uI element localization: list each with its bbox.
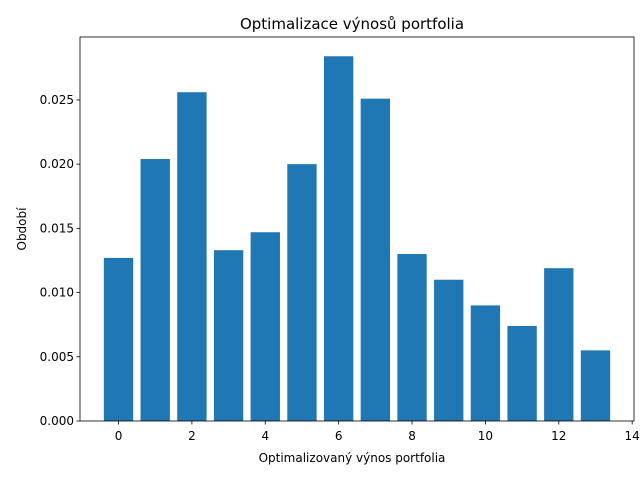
- bar-7: [360, 98, 391, 422]
- x-tick-label: 12: [551, 429, 566, 443]
- bar-10: [470, 305, 501, 421]
- y-axis-label: Období: [15, 207, 29, 251]
- bar-5: [287, 164, 317, 421]
- bar-12: [544, 268, 574, 421]
- bar-4: [250, 232, 280, 421]
- y-tick-label: 0.005: [40, 350, 74, 364]
- bar-1: [140, 159, 170, 421]
- x-tick-label: 0: [115, 429, 123, 443]
- y-tick-label: 0.000: [40, 414, 74, 428]
- x-tick-label: 2: [188, 429, 196, 443]
- y-tick-label: 0.025: [40, 93, 74, 107]
- x-axis-label: Optimalizovaný výnos portfolia: [259, 451, 446, 465]
- bar-8: [397, 254, 427, 421]
- bar-0: [103, 257, 134, 421]
- plot-frame: [79, 36, 635, 422]
- y-tick-label: 0.020: [40, 157, 74, 171]
- x-tick-label: 8: [408, 429, 416, 443]
- x-tick-label: 6: [335, 429, 343, 443]
- bars-group: [103, 56, 611, 422]
- bar-6: [323, 56, 354, 421]
- bar-3: [213, 250, 244, 421]
- y-tick-label: 0.015: [40, 221, 74, 235]
- x-tick-label: 10: [478, 429, 493, 443]
- x-tick-label: 4: [261, 429, 269, 443]
- y-axis-ticks: 0.000 0.005 0.010 0.015 0.020 0.025: [40, 93, 80, 428]
- plot-area: [80, 37, 634, 421]
- chart-title: Optimalizace výnosů portfolia: [240, 15, 464, 33]
- bar-11: [507, 325, 537, 421]
- x-axis-ticks: 0 2 4 6 8 10 12 14: [115, 421, 640, 443]
- x-tick-label: 14: [625, 429, 640, 443]
- bar-2: [177, 92, 207, 421]
- bar-9: [434, 279, 464, 421]
- y-tick-label: 0.010: [40, 286, 74, 300]
- bar-13: [580, 350, 611, 421]
